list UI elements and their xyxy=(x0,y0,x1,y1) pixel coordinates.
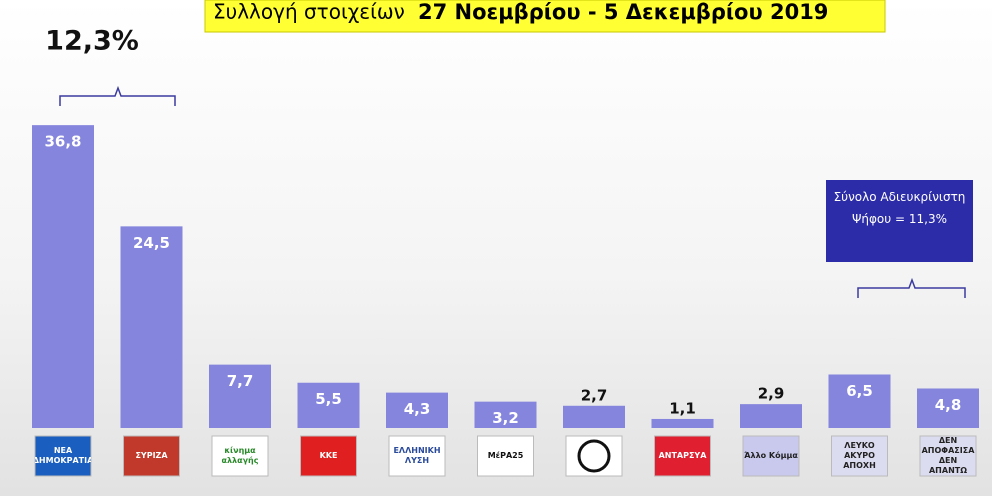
category-label: ΕΛΛΗΝΙΚΗ ΛΥΣΗ xyxy=(393,446,441,465)
category-wrap: ΑΝΤΑΡΣΥΑ xyxy=(658,451,707,460)
annotation-box xyxy=(826,180,973,262)
category-logo xyxy=(123,435,180,477)
category-label: ΔΕΝ ΑΠΟΦΑΣΙΣΑ ΔΕΝ ΑΠΑΝΤΩ xyxy=(921,436,975,475)
bar xyxy=(563,405,625,428)
title-box xyxy=(204,0,886,33)
category-label: ΜέΡΑ25 xyxy=(487,451,524,460)
category-wrap: ΔΕΝ ΑΠΟΦΑΣΙΣΑ ΔΕΝ ΑΠΑΝΤΩ xyxy=(921,436,975,475)
category-logo xyxy=(211,435,269,477)
value-label: 1,1 xyxy=(669,399,696,417)
bar xyxy=(209,364,271,428)
title-prefix: Συλλογή στοιχείων xyxy=(213,0,405,24)
category-logo xyxy=(300,435,357,477)
category-logo xyxy=(565,435,623,477)
value-label: 3,2 xyxy=(492,409,519,427)
value-label: 6,5 xyxy=(846,382,873,400)
category-wrap: ΚΚΕ xyxy=(319,451,338,460)
category-logo xyxy=(831,435,888,477)
category-wrap: ΕΛΛΗΝΙΚΗ ΛΥΣΗ xyxy=(393,446,441,465)
category-label: Άλλο Κόμμα xyxy=(744,451,798,460)
bar xyxy=(740,404,802,428)
bar xyxy=(917,388,979,428)
category-logo xyxy=(742,435,800,477)
category-label: ΛΕΥΚΟ ΑΚΥΡΟ ΑΠΟΧΗ xyxy=(843,441,876,470)
category-label: ΑΝΤΑΡΣΥΑ xyxy=(658,451,707,460)
category-label: ΚΚΕ xyxy=(319,451,338,460)
value-label: 2,7 xyxy=(581,386,608,404)
bar xyxy=(651,418,714,428)
category-wrap: ΜέΡΑ25 xyxy=(487,451,524,460)
value-label: 24,5 xyxy=(133,234,170,252)
category-wrap: ΛΕΥΚΟ ΑΚΥΡΟ ΑΠΟΧΗ xyxy=(843,441,876,470)
value-label: 5,5 xyxy=(315,390,342,408)
annotation-wrap: Σύνολο Αδιευκρίνιστη Ψήφου = 11,3% xyxy=(833,190,966,226)
value-label: 2,9 xyxy=(758,385,785,403)
category-logo xyxy=(919,435,977,477)
bar xyxy=(32,125,94,429)
category-logo xyxy=(388,435,446,477)
category-logo xyxy=(577,439,611,473)
annotation: Σύνολο Αδιευκρίνιστη Ψήφου = 11,3% xyxy=(833,190,966,226)
category-wrap: ΣΥΡΙΖΑ xyxy=(135,451,168,460)
chart-title: 27 Νοεμβρίου - 5 Δεκεμβρίου 2019 xyxy=(418,0,828,24)
bar xyxy=(474,401,537,428)
bar xyxy=(828,374,891,428)
category-label: κίνημα αλλαγής xyxy=(221,446,259,465)
bar xyxy=(120,226,183,428)
category-logo xyxy=(34,435,92,477)
category-label: ΝΕΑ ΔΗΜΟΚΡΑΤΙΑ xyxy=(35,446,91,465)
bar xyxy=(297,382,360,428)
annotation: 12,3% xyxy=(45,26,139,57)
value-label: 4,3 xyxy=(404,400,431,418)
category-wrap: Άλλο Κόμμα xyxy=(744,451,798,460)
category-label: ΣΥΡΙΖΑ xyxy=(135,451,168,460)
category-logo xyxy=(654,435,711,477)
category-wrap: ΝΕΑ ΔΗΜΟΚΡΑΤΙΑ xyxy=(35,446,91,465)
brace xyxy=(59,85,176,106)
bar xyxy=(386,392,448,428)
category-wrap: κίνημα αλλαγής xyxy=(221,446,259,465)
value-label: 7,7 xyxy=(227,372,254,390)
value-label: 4,8 xyxy=(935,396,962,414)
brace xyxy=(857,277,966,298)
value-label: 36,8 xyxy=(44,133,81,151)
category-logo xyxy=(477,435,534,477)
